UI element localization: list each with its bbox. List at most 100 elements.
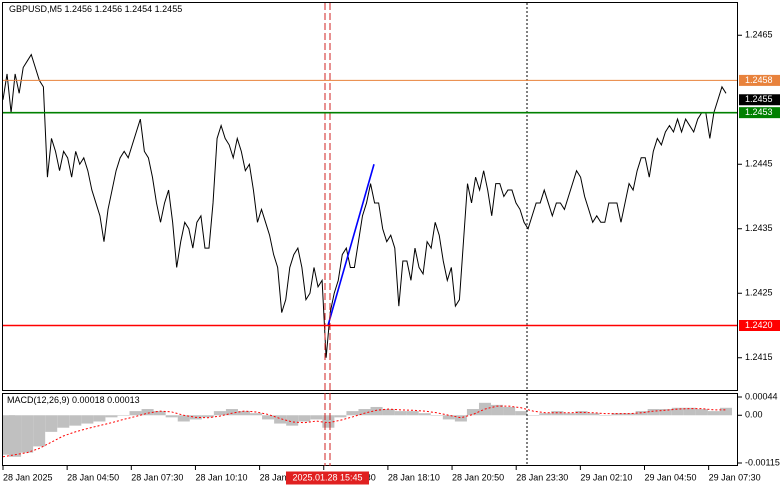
macd-bar (225, 409, 238, 416)
y-tick-label: 0.00044 (745, 391, 778, 401)
y-tick-label: 1.2465 (745, 30, 773, 40)
macd-bar (491, 404, 504, 416)
y-tick-label: 1.2425 (745, 288, 773, 298)
level-label-bg (739, 74, 780, 86)
x-tick-label: 29 Jan 07:30 (709, 472, 761, 482)
macd-bar (707, 411, 720, 416)
macd-bar (33, 415, 46, 447)
macd-bar (515, 411, 528, 416)
macd-bar (442, 415, 455, 420)
y-tick-label: 1.2435 (745, 223, 773, 233)
macd-bar (57, 415, 70, 428)
level-label: 1.2420 (745, 320, 773, 330)
high: 1.2456 (95, 4, 123, 14)
macd-bar (141, 409, 154, 416)
macd-bar (286, 415, 299, 426)
macd-bar (370, 406, 383, 416)
macd-bar (563, 413, 576, 416)
macd-bar (611, 413, 624, 416)
macd-bar (165, 415, 178, 418)
y-tick-label: 0.00 (745, 410, 763, 420)
macd-bar (81, 415, 94, 424)
macd-bar (527, 415, 540, 416)
macd-bar (358, 409, 371, 416)
macd-bar (623, 413, 636, 416)
close: 1.2455 (155, 4, 183, 14)
macd-title: MACD(12,26,9) (7, 395, 70, 405)
x-tick-label: 28 Jan 07:30 (131, 472, 183, 482)
x-tick-label: 28 Jan 2025 (3, 472, 53, 482)
macd-bar (298, 415, 311, 422)
macd-bar (466, 409, 479, 416)
chart-header: GBPUSD,M5 1.2456 1.2456 1.2454 1.2455 (9, 4, 182, 14)
cursor-label-bg (286, 471, 369, 485)
macd-bar (334, 415, 347, 418)
x-tick-label: 28 Jan 04:50 (67, 472, 119, 482)
macd-signal: 0.00013 (107, 395, 140, 405)
macd-bar (659, 409, 672, 416)
x-tick-label: 29 Jan 04:50 (645, 472, 697, 482)
current-price-label: 1.2455 (745, 94, 773, 104)
level-label-bg (739, 107, 780, 119)
cursor-label: 2025.01.28 15:45 (292, 472, 362, 482)
price-pane (2, 2, 738, 391)
macd-bar (129, 411, 142, 416)
macd-bar (9, 415, 22, 457)
macd-bar (394, 411, 407, 416)
macd-bar (539, 413, 552, 416)
x-tick-label: 28 Jan 23:30 (516, 472, 568, 482)
macd-bar (454, 415, 467, 422)
macd-pane (2, 393, 738, 466)
y-tick-label: 1.2445 (745, 159, 773, 169)
macd-bar (719, 407, 733, 416)
macd-bar (503, 406, 516, 416)
macd-bar (250, 413, 263, 416)
symbol: GBPUSD,M5 (9, 4, 62, 14)
macd-bar (21, 415, 34, 453)
macd-bar (201, 415, 214, 418)
macd-bar (177, 415, 190, 422)
macd-bar (430, 415, 443, 416)
level-label: 1.2453 (745, 107, 773, 117)
macd-bar (262, 415, 275, 420)
price-line (2, 53, 727, 358)
x-tick-label: 28 Jan 20:50 (452, 472, 504, 482)
macd-bar (599, 415, 612, 416)
macd-bar (213, 411, 226, 416)
level-label: 1.2458 (745, 75, 773, 85)
macd-bar (671, 407, 684, 416)
macd-bar (237, 411, 251, 416)
macd-bar (117, 415, 130, 416)
macd-header: MACD(12,26,9) 0.00018 0.00013 (7, 395, 140, 405)
macd-bar (274, 415, 287, 424)
macd-bar (575, 411, 588, 416)
current-price-bg (739, 94, 780, 106)
macd-bar (683, 407, 696, 416)
level-label-bg (739, 320, 780, 331)
macd-bar (153, 411, 166, 416)
x-tick-label: 29 Jan 02:10 (580, 472, 632, 482)
macd-bar (310, 415, 323, 420)
macd-bar (69, 415, 82, 426)
macd-bar (93, 415, 106, 422)
macd-bar (346, 411, 359, 416)
macd-main: 0.00018 (72, 395, 105, 405)
signal-line (2, 405, 726, 458)
macd-bar (587, 413, 600, 416)
macd-bar (418, 413, 431, 416)
low: 1.2454 (125, 4, 153, 14)
x-tick-label: 28 Jan 18:10 (388, 472, 440, 482)
macd-bar (647, 409, 660, 416)
trend-line (327, 164, 375, 326)
y-tick-label: -0.00115 (745, 457, 780, 467)
macd-bar (406, 411, 419, 416)
x-tick-label: 28 Jan 10:10 (195, 472, 247, 482)
macd-bar (695, 409, 708, 416)
macd-bar (45, 415, 58, 432)
macd-bar (382, 409, 395, 416)
macd-bar (105, 415, 118, 418)
x-tick-label: 28 Jan 12:50 (260, 472, 312, 482)
open: 1.2456 (65, 4, 93, 14)
y-tick-label: 1.2415 (745, 352, 773, 362)
